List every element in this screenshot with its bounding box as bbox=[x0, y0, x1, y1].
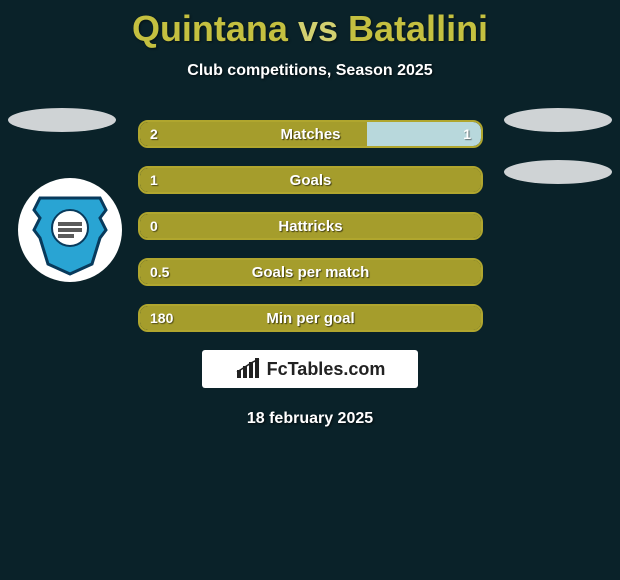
shield-icon bbox=[18, 178, 122, 282]
stat-label: Min per goal bbox=[140, 306, 481, 330]
comparison-chart: 21Matches 1Goals 0Hattricks 0.5Goals per ma… bbox=[0, 120, 620, 332]
club-badge bbox=[18, 178, 122, 282]
stat-label: Hattricks bbox=[140, 214, 481, 238]
oval-icon bbox=[504, 160, 612, 184]
stat-row: 1Goals bbox=[138, 166, 483, 194]
club-left-placeholder bbox=[8, 108, 116, 132]
title-player2: Batallini bbox=[348, 8, 488, 49]
oval-icon bbox=[504, 108, 612, 132]
stat-row: 180Min per goal bbox=[138, 304, 483, 332]
stat-row: 0Hattricks bbox=[138, 212, 483, 240]
oval-icon bbox=[8, 108, 116, 132]
page-title: Quintana vs Batallini bbox=[0, 0, 620, 50]
stat-label: Goals per match bbox=[140, 260, 481, 284]
stat-row: 0.5Goals per match bbox=[138, 258, 483, 286]
stat-rows: 21Matches 1Goals 0Hattricks 0.5Goals per ma… bbox=[138, 120, 483, 332]
stat-label: Goals bbox=[140, 168, 481, 192]
brand-box: FcTables.com bbox=[202, 350, 418, 388]
stat-row: 21Matches bbox=[138, 120, 483, 148]
date-text: 18 february 2025 bbox=[0, 410, 620, 428]
club-right-placeholder bbox=[504, 108, 612, 184]
stat-label: Matches bbox=[140, 122, 481, 146]
title-vs: vs bbox=[298, 8, 338, 49]
brand-text: FcTables.com bbox=[267, 359, 386, 380]
subtitle: Club competitions, Season 2025 bbox=[0, 62, 620, 80]
bars-icon bbox=[235, 358, 261, 380]
title-player1: Quintana bbox=[132, 8, 288, 49]
